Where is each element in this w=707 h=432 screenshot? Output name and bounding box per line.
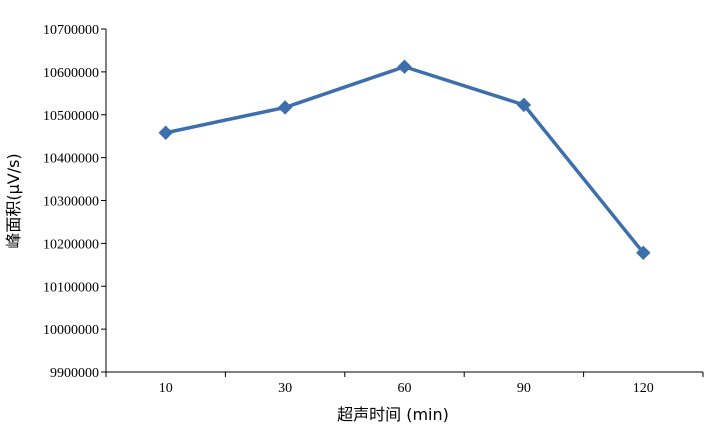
- y-tick-label: 10200000: [43, 237, 99, 252]
- y-tick-label: 10700000: [43, 23, 99, 38]
- data-point: [158, 125, 173, 140]
- series-line: [163, 64, 646, 255]
- x-axis: 10 30 60 90 120: [105, 371, 704, 396]
- x-axis-title: 超声时间 (min): [337, 405, 449, 424]
- y-tick-label: 10400000: [43, 152, 99, 167]
- y-axis-title: 峰面积(μV/s): [4, 153, 23, 248]
- x-tick-label: 30: [278, 381, 292, 396]
- y-tick-label: 10500000: [43, 109, 99, 124]
- y-axis: 9900000 10000000 10100000 10200000 10300000 1…: [43, 23, 107, 381]
- x-tick-label: 60: [398, 381, 412, 396]
- x-tick-label: 120: [633, 381, 654, 396]
- y-tick-label: 9900000: [50, 366, 99, 381]
- x-tick-label: 10: [159, 381, 173, 396]
- series-layer: [158, 59, 651, 261]
- y-tick-label: 10000000: [43, 323, 99, 338]
- y-tick-label: 10300000: [43, 195, 99, 210]
- x-tick-label: 90: [517, 381, 531, 396]
- data-point: [397, 59, 412, 74]
- y-tick-label: 10600000: [43, 66, 99, 81]
- data-point: [516, 97, 532, 113]
- y-tick-label: 10100000: [43, 280, 99, 295]
- data-point: [277, 100, 293, 115]
- data-point: [636, 245, 651, 261]
